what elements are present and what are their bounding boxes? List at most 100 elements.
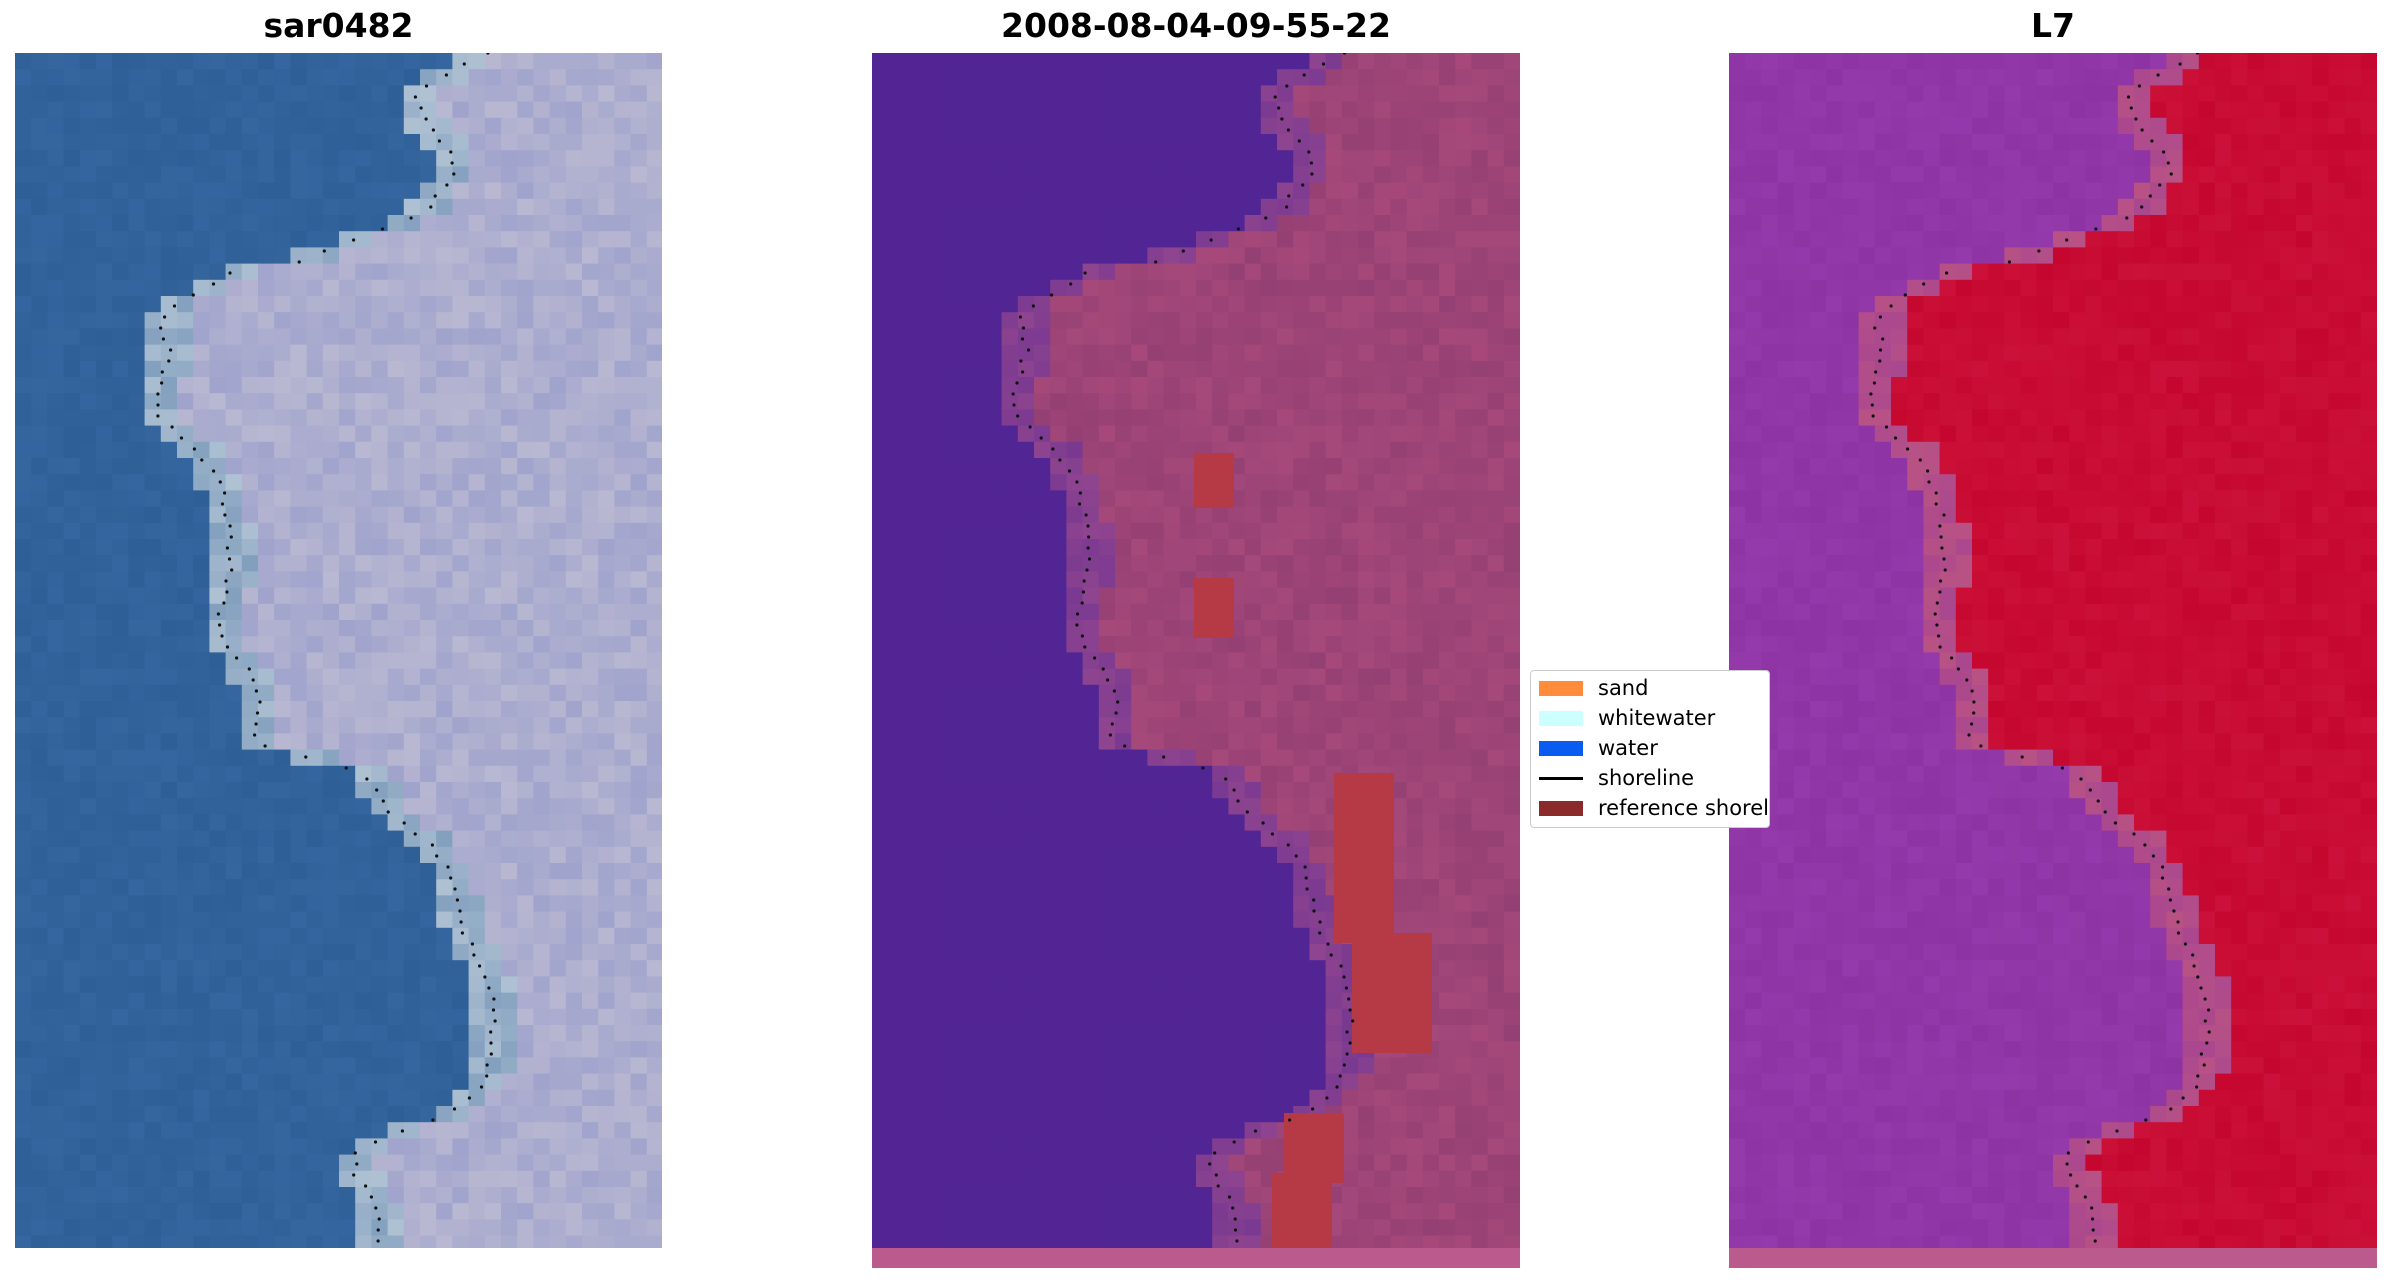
image-pixel xyxy=(920,587,938,605)
image-pixel xyxy=(582,571,599,589)
image-pixel xyxy=(1066,134,1084,151)
image-pixel xyxy=(128,85,146,103)
image-pixel xyxy=(193,117,210,135)
image-pixel xyxy=(79,474,97,491)
image-pixel xyxy=(452,571,470,589)
image-pixel xyxy=(1439,296,1456,313)
image-pixel xyxy=(1471,279,1489,297)
image-pixel xyxy=(920,506,938,524)
image-pixel xyxy=(258,474,275,491)
image-pixel xyxy=(501,1041,518,1058)
image-pixel xyxy=(1309,425,1327,443)
image-pixel xyxy=(1406,117,1424,135)
image-pixel xyxy=(355,717,372,734)
image-pixel xyxy=(1406,182,1424,200)
shoreline-point xyxy=(455,898,459,902)
image-pixel xyxy=(1309,215,1327,232)
image-pixel xyxy=(225,377,243,394)
image-pixel xyxy=(1212,247,1229,265)
image-pixel xyxy=(533,960,551,977)
image-pixel xyxy=(1001,279,1019,297)
image-pixel xyxy=(1244,458,1262,475)
image-pixel xyxy=(1244,490,1262,508)
image-pixel xyxy=(128,1008,146,1026)
image-pixel xyxy=(1260,263,1278,281)
image-pixel xyxy=(904,231,922,248)
image-pixel xyxy=(468,798,486,815)
image-pixel xyxy=(31,409,48,427)
image-pixel xyxy=(1131,377,1148,394)
image-pixel xyxy=(144,1203,162,1220)
image-pixel xyxy=(355,101,372,119)
image-pixel xyxy=(306,85,324,103)
image-pixel xyxy=(274,1041,291,1058)
image-pixel xyxy=(79,198,97,216)
image-pixel xyxy=(1277,231,1294,248)
image-pixel xyxy=(969,782,986,799)
image-pixel xyxy=(630,701,648,718)
image-pixel xyxy=(1309,53,1327,70)
image-pixel xyxy=(1341,101,1359,119)
image-pixel xyxy=(953,360,970,378)
image-pixel xyxy=(614,1073,632,1091)
image-pixel xyxy=(549,1138,567,1156)
image-pixel xyxy=(193,830,210,848)
image-pixel xyxy=(1390,539,1408,556)
image-pixel xyxy=(1406,215,1424,232)
image-pixel xyxy=(193,587,210,605)
image-pixel xyxy=(47,296,65,313)
image-pixel xyxy=(128,539,146,556)
image-pixel xyxy=(144,992,162,1010)
image-pixel xyxy=(936,441,954,459)
image-pixel xyxy=(160,393,178,410)
image-pixel xyxy=(468,1170,486,1188)
shoreline-point xyxy=(251,678,255,682)
image-pixel xyxy=(614,490,632,508)
image-pixel xyxy=(258,441,275,459)
image-pixel xyxy=(614,539,632,556)
image-pixel xyxy=(436,1138,453,1156)
image-pixel xyxy=(15,360,32,378)
image-pixel xyxy=(484,717,502,734)
image-pixel xyxy=(904,441,922,459)
shoreline-point xyxy=(470,942,474,946)
image-pixel xyxy=(1196,247,1213,265)
shoreline-point xyxy=(228,524,232,528)
image-pixel xyxy=(79,1235,97,1248)
image-pixel xyxy=(630,992,648,1010)
shoreline-point xyxy=(258,700,262,704)
image-pixel xyxy=(241,166,259,184)
image-pixel xyxy=(387,474,405,491)
image-pixel xyxy=(1390,684,1408,702)
image-pixel xyxy=(517,1025,534,1042)
image-pixel xyxy=(1358,668,1375,686)
image-pixel xyxy=(306,134,324,151)
image-pixel xyxy=(1228,636,1246,653)
image-pixel xyxy=(193,636,210,653)
image-pixel xyxy=(630,765,648,783)
image-pixel xyxy=(225,279,243,297)
shoreline-point xyxy=(365,777,369,781)
image-pixel xyxy=(47,620,65,637)
image-pixel xyxy=(549,409,567,427)
image-pixel xyxy=(387,1073,405,1091)
image-pixel xyxy=(646,1187,662,1204)
image-pixel xyxy=(306,263,324,281)
image-pixel xyxy=(1390,765,1408,783)
image-pixel xyxy=(47,247,65,265)
image-pixel xyxy=(452,1170,470,1188)
image-pixel xyxy=(1293,571,1310,589)
image-pixel xyxy=(403,879,421,896)
image-pixel xyxy=(144,377,162,394)
image-pixel xyxy=(614,1235,632,1248)
image-pixel xyxy=(436,134,453,151)
image-pixel xyxy=(1455,717,1472,734)
image-pixel xyxy=(646,69,662,86)
image-pixel xyxy=(79,279,97,297)
image-pixel xyxy=(1325,166,1343,184)
image-pixel xyxy=(1066,53,1084,70)
image-pixel xyxy=(403,69,421,86)
image-pixel xyxy=(306,1138,324,1156)
image-pixel xyxy=(322,684,340,702)
image-pixel xyxy=(79,782,97,799)
